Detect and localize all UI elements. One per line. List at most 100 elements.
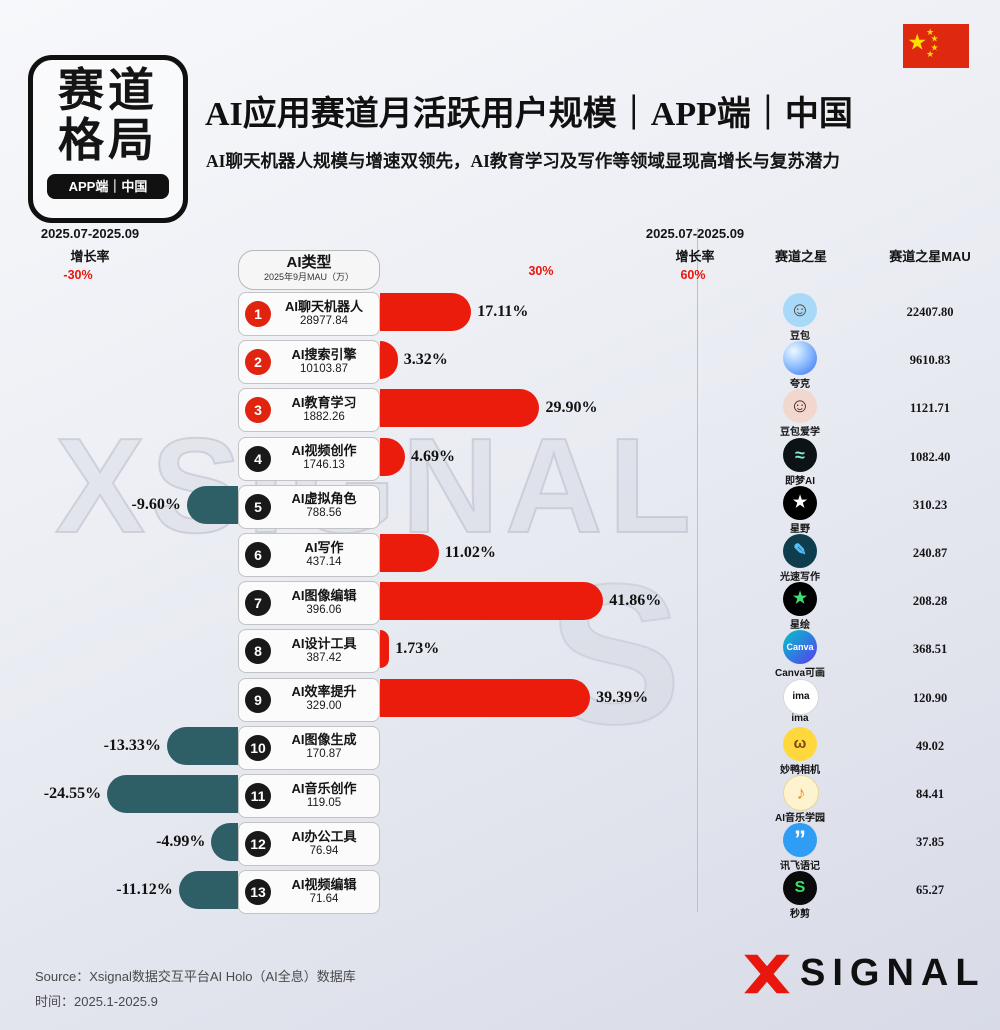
page-title: AI应用赛道月活跃用户规模｜APP端｜中国 [205,96,853,133]
category-mau: 170.87 [306,748,342,761]
category-text: AI音乐创作 119.05 [271,780,379,811]
category-name: AI办公工具 [291,828,357,844]
svg-text:★: ★ [926,27,934,37]
growth-label: 1.73% [395,640,440,658]
chart-row: 1.73% 8 AI设计工具 387.42 Canva Canva可画 368.… [0,627,1000,679]
star-app-mau: 37.85 [915,835,945,850]
category-mau: 28977.84 [300,314,348,327]
doubao-avatar-icon: ☺ [783,293,817,327]
growth-label: 39.39% [596,688,649,706]
category-text: AI虚拟角色 788.56 [271,491,379,521]
category-mau: 1746.13 [303,459,345,472]
rank-badge: 13 [245,879,271,906]
category-name: AI设计工具 [291,636,357,652]
category-name: AI效率提升 [291,684,357,700]
guangsu-xiezuo-pen-icon: ✎ [783,534,817,568]
xsignal-logo: SIGNAL [742,952,986,995]
category-box: 8 AI设计工具 387.42 [238,629,380,674]
category-name: AI教育学习 [291,395,357,411]
category-box: 13 AI视频编辑 71.64 [238,870,380,915]
category-text: AI办公工具 76.94 [271,828,379,859]
growth-bar [380,437,405,476]
category-text: AI视频编辑 71.64 [271,877,379,907]
svg-text:★: ★ [926,49,934,59]
star-app-mau: 9610.83 [909,353,951,368]
growth-label: 41.86% [609,592,662,610]
xunfei-yuji-quote-icon: ” [783,823,817,858]
category-box: 4 AI视频创作 1746.13 [238,436,380,481]
star-app-glyph: ★ [792,590,808,608]
star-app-glyph: S [794,879,806,897]
star-app-glyph: ima [792,690,810,702]
star-app-name: 讯飞语记 [780,861,820,873]
star-app-name: Canva可画 [774,668,825,680]
category-box: 1 AI聊天机器人 28977.84 [238,292,380,336]
left-axis-period: 2025.07-2025.09 [40,226,140,241]
rank-badge: 4 [245,445,271,472]
category-name: AI音乐创作 [291,780,357,796]
star-app-name: AI音乐学园 [775,813,825,824]
star-app-name: 星绘 [790,620,810,632]
china-flag-icon: ★ ★ ★ ★ ★ [903,24,969,68]
category-name: AI搜索引擎 [291,346,357,362]
star-app-mau: 49.02 [915,738,945,753]
star-app-name: 星野 [790,523,810,535]
chart-row: 17.11% 1 AI聊天机器人 28977.84 ☺ 豆包 22407.80 [0,290,1000,342]
xsignal-logo-text: SIGNAL [800,952,986,994]
svg-text:★: ★ [907,29,927,54]
star-app-mau: 1082.40 [909,449,951,464]
star-app-name: 秒剪 [790,909,810,921]
right-axis-tick-30: 30% [528,264,554,278]
star-app-name: 妙鸭相机 [780,764,820,776]
doubao-aixue-avatar-icon: ☺ [783,389,817,424]
category-mau: 1882.26 [303,410,345,423]
growth-bar [380,534,439,572]
chart-row: 4.69% 4 AI视频创作 1746.13 ≈ 即梦AI 1082.40 [0,435,1000,487]
growth-bar [380,293,472,331]
rank-badge: 12 [245,831,271,858]
category-name: AI视频编辑 [291,877,357,893]
growth-bar [380,630,390,669]
category-box: 3 AI教育学习 1882.26 [238,388,380,433]
left-axis-tick-minus30: -30% [63,268,93,282]
category-name: AI写作 [304,539,344,555]
xingye-icon: ★ [783,485,817,520]
rank-badge: 1 [245,301,271,327]
rank-badge: 2 [245,349,271,376]
jimeng-ai-icon: ≈ [783,437,817,472]
category-mau: 387.42 [306,651,342,664]
category-column-title: AI类型 [286,254,332,271]
category-name: AI视频创作 [291,443,357,459]
brand-badge-pill: APP端｜中国 [47,174,169,200]
star-app-mau: 368.51 [912,642,948,657]
svg-text:★: ★ [931,34,939,44]
category-text: AI搜索引擎 10103.87 [271,346,379,377]
growth-label: 29.90% [545,399,598,417]
growth-bar [107,775,238,813]
star-app-mau: 310.23 [912,497,948,512]
panel-divider [697,228,698,912]
rank-badge: 11 [245,783,271,809]
rank-badge: 3 [245,397,271,424]
star-app-glyph: ✎ [793,542,807,559]
category-text: AI教育学习 1882.26 [271,395,379,425]
category-box: 9 AI效率提升 329.00 [238,677,380,722]
chart-row: 29.90% 3 AI教育学习 1882.26 ☺ 豆包爱学 1121.71 [0,386,1000,438]
star-app-glyph: ★ [792,493,808,511]
star-mau-column-header: 赛道之星MAU [889,249,971,264]
rank-badge: 8 [245,638,271,665]
canva-kehua-icon: Canva [783,630,817,665]
chart-row: -11.12% 13 AI视频编辑 71.64 S 秒剪 65.27 [0,868,1000,920]
page-subtitle: AI聊天机器人规模与增速双领先，AI教育学习及写作等领域显现高增长与复苏潜力 [206,151,840,171]
star-app-name: 即梦AI [785,475,815,487]
quark-icon [783,341,817,376]
category-mau: 10103.87 [300,362,348,375]
category-name: AI虚拟角色 [291,491,357,507]
chart-row: -13.33% 10 AI图像生成 170.87 ω 妙鸭相机 49.02 [0,724,1000,776]
footer-source-text: Source：Xsignal数据交互平台AI Holo（AI全息）数据库 [35,969,356,984]
xsignal-logo-x-icon [744,954,790,993]
star-app-glyph: Canva [786,641,814,652]
category-box: 12 AI办公工具 76.94 [238,822,380,867]
growth-label: -24.55% [43,785,102,802]
category-text: AI效率提升 329.00 [271,684,379,714]
